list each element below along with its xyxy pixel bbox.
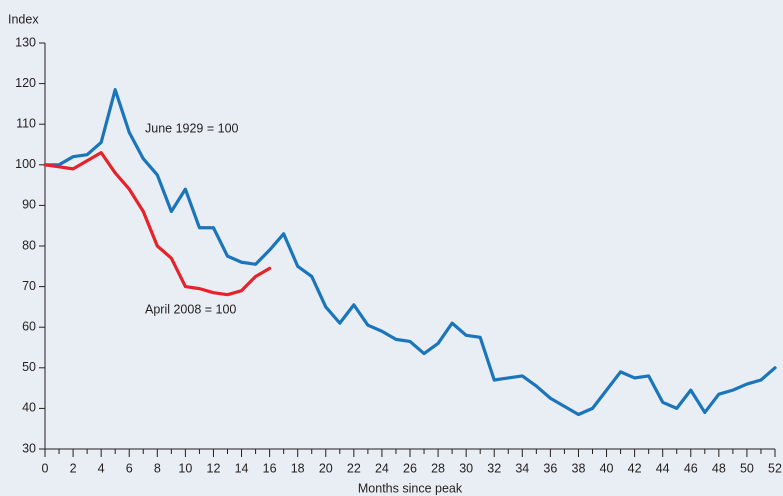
y-tick-label: 90 (22, 198, 36, 212)
x-tick-label: 50 (740, 461, 754, 475)
x-tick-label: 40 (600, 461, 614, 475)
x-tick-label: 14 (235, 461, 249, 475)
x-tick-label: 44 (656, 461, 670, 475)
y-tick-label: 110 (16, 116, 36, 130)
x-tick-label: 48 (712, 461, 726, 475)
y-tick-label: 70 (22, 279, 36, 293)
x-tick-label: 16 (263, 461, 277, 475)
x-tick-label: 30 (459, 461, 473, 475)
x-tick-label: 38 (572, 461, 586, 475)
x-tick-label: 46 (684, 461, 698, 475)
x-axis-label: Months since peak (358, 481, 463, 495)
x-tick-label: 6 (126, 461, 133, 475)
x-tick-label: 36 (543, 461, 557, 475)
x-tick-label: 24 (375, 461, 389, 475)
x-tick-label: 42 (628, 461, 642, 475)
y-tick-label: 80 (22, 238, 36, 252)
x-tick-label: 52 (768, 461, 782, 475)
series-line (43, 88, 777, 417)
x-tick-label: 32 (487, 461, 501, 475)
y-axis-label: Index (8, 12, 39, 26)
annotation: June 1929 = 100 (145, 121, 239, 135)
y-tick-label: 30 (22, 441, 36, 455)
x-tick-label: 26 (403, 461, 417, 475)
x-tick-label: 34 (515, 461, 529, 475)
x-tick-label: 20 (319, 461, 333, 475)
y-tick-label: 40 (22, 401, 36, 415)
x-tick-label: 12 (207, 461, 221, 475)
x-tick-label: 0 (42, 461, 49, 475)
x-tick-label: 2 (70, 461, 77, 475)
x-tick-label: 18 (291, 461, 305, 475)
annotation: April 2008 = 100 (145, 302, 236, 316)
y-tick-label: 50 (22, 360, 36, 374)
y-tick-label: 130 (15, 35, 36, 49)
series-line (43, 151, 272, 297)
x-tick-label: 10 (178, 461, 192, 475)
x-tick-label: 22 (347, 461, 361, 475)
y-tick-label: 60 (22, 319, 36, 333)
x-tick-label: 8 (154, 461, 161, 475)
y-tick-label: 120 (15, 76, 36, 90)
y-tick-label: 100 (15, 157, 36, 171)
x-tick-label: 4 (98, 461, 105, 475)
x-tick-label: 28 (431, 461, 445, 475)
